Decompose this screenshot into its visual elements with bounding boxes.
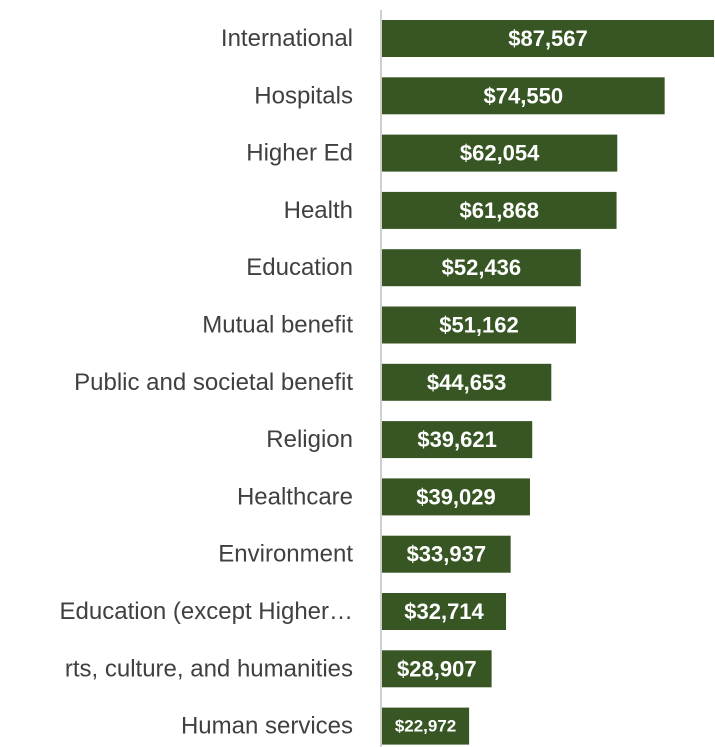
- bar: [382, 535, 511, 573]
- category-label: Healthcare: [237, 483, 353, 510]
- category-label: Public and societal benefit: [74, 369, 353, 396]
- value-label: $44,653: [427, 370, 507, 395]
- value-label: $39,029: [416, 484, 496, 509]
- value-label: $33,937: [407, 542, 487, 567]
- value-label: $22,972: [395, 717, 456, 736]
- value-label: $61,868: [460, 198, 540, 223]
- value-label: $74,550: [484, 83, 564, 108]
- category-label: Education (except Higher…: [60, 598, 353, 625]
- category-label: Education: [246, 254, 353, 281]
- bar: [382, 707, 470, 745]
- category-label: Religion: [266, 426, 353, 453]
- value-labels-group: $87,567 $74,550 $62,054 $61,868 $52,436 $51,1…: [395, 26, 588, 736]
- bar: [382, 478, 530, 516]
- bar: [382, 593, 507, 630]
- category-label: Environment: [218, 541, 353, 568]
- bar: [382, 191, 617, 229]
- value-label: $51,162: [439, 313, 519, 338]
- bar: [382, 363, 552, 401]
- bar: [382, 421, 533, 459]
- category-labels-group: International Hospitals Higher Ed Health Edu…: [60, 25, 354, 740]
- bar: [382, 20, 714, 57]
- category-label: International: [221, 25, 353, 52]
- category-label: Human services: [181, 713, 353, 740]
- bar: [382, 134, 618, 172]
- bar: [382, 77, 665, 115]
- category-label: Higher Ed: [246, 140, 353, 167]
- value-label: $87,567: [508, 26, 588, 51]
- value-label: $52,436: [442, 255, 522, 280]
- category-label: rts, culture, and humanities: [65, 655, 353, 682]
- bar: [382, 249, 581, 287]
- bar: [382, 306, 576, 344]
- bars-group: [382, 20, 714, 745]
- bar: [382, 650, 492, 688]
- value-label: $62,054: [460, 141, 540, 166]
- category-label: Hospitals: [254, 82, 353, 109]
- value-label: $32,714: [404, 599, 484, 624]
- category-label: Health: [284, 197, 353, 224]
- value-label: $39,621: [417, 427, 497, 452]
- value-label: $28,907: [397, 656, 477, 681]
- category-label: Mutual benefit: [202, 312, 353, 339]
